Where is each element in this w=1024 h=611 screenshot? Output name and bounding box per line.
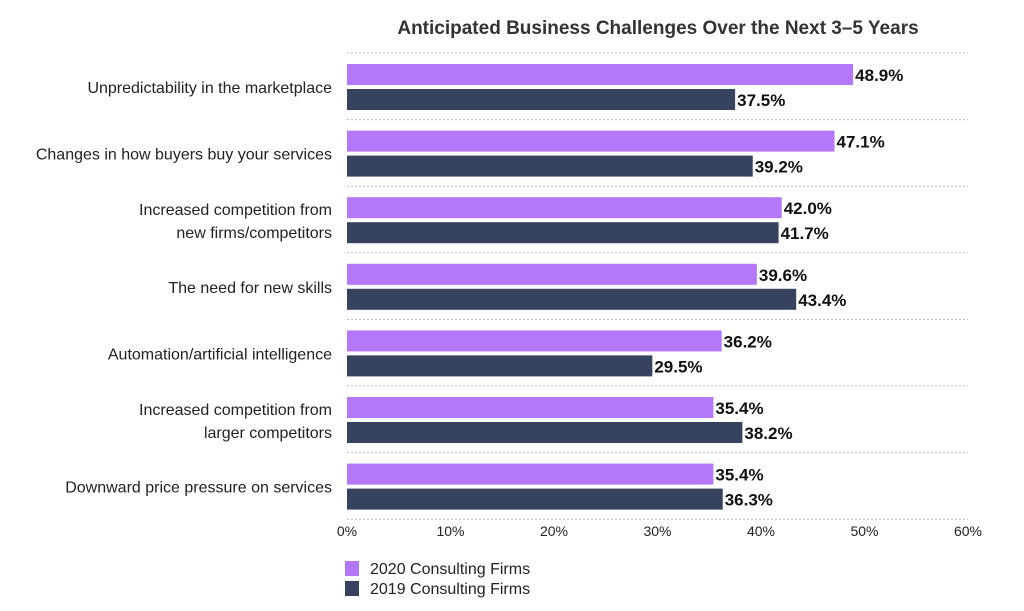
- bar-2019: [347, 355, 653, 377]
- bar-2020: [347, 397, 714, 418]
- category-label-line: Increased competition from: [139, 402, 332, 419]
- chart-title: Anticipated Business Challenges Over the…: [397, 18, 918, 39]
- category-label: Downward price pressure on services: [65, 480, 332, 497]
- data-label: 48.9%: [855, 66, 903, 85]
- data-label: 36.2%: [724, 332, 772, 351]
- x-tick-label: 60%: [954, 523, 982, 539]
- data-label: 47.1%: [836, 133, 884, 152]
- bar-2019: [347, 422, 743, 443]
- bar-2019: [347, 288, 797, 310]
- bar-2020: [347, 263, 757, 285]
- x-tick-label: 0%: [337, 523, 357, 539]
- data-label: 38.2%: [744, 424, 792, 443]
- data-label: 36.3%: [725, 491, 773, 510]
- legend-label: 2020 Consulting Firms: [370, 561, 530, 578]
- bar-2020: [347, 197, 782, 219]
- bar-2020: [347, 64, 854, 85]
- data-label: 29.5%: [654, 357, 702, 376]
- category-label: Increased competition from larger competi…: [139, 402, 332, 442]
- x-tick-label: 30%: [643, 523, 671, 539]
- data-label: 35.4%: [715, 399, 763, 418]
- bar-2020: [347, 130, 835, 152]
- data-label: 39.2%: [755, 158, 803, 177]
- legend-swatch: [345, 581, 359, 596]
- data-label: 42.0%: [784, 199, 832, 218]
- data-label: 43.4%: [798, 291, 846, 310]
- category-label-line: larger competitors: [204, 425, 332, 442]
- legend-swatch: [345, 561, 359, 576]
- x-tick-label: 50%: [850, 523, 878, 539]
- legend-label: 2019 Consulting Firms: [370, 581, 530, 598]
- bar-2020: [347, 463, 714, 485]
- x-tick-label: 10%: [436, 523, 464, 539]
- data-label: 39.6%: [759, 266, 807, 285]
- data-label: 35.4%: [715, 466, 763, 485]
- category-label: Increased competition from new firms/comp…: [139, 202, 332, 242]
- category-label-line: new firms/competitors: [176, 225, 332, 242]
- data-label: 41.7%: [781, 224, 829, 243]
- category-label: Unpredictability in the marketplace: [87, 80, 332, 97]
- bar-2019: [347, 222, 779, 244]
- x-tick-label: 20%: [540, 523, 568, 539]
- data-label: 37.5%: [737, 91, 785, 110]
- x-tick-label: 40%: [747, 523, 775, 539]
- bar-2019: [347, 89, 736, 110]
- bar-2019: [347, 488, 723, 510]
- category-label: The need for new skills: [168, 280, 332, 297]
- category-label: Changes in how buyers buy your services: [36, 147, 332, 164]
- bar-2020: [347, 330, 722, 352]
- bar-2019: [347, 155, 753, 177]
- category-label: Automation/artificial intelligence: [108, 346, 332, 363]
- category-label-line: Increased competition from: [139, 202, 332, 219]
